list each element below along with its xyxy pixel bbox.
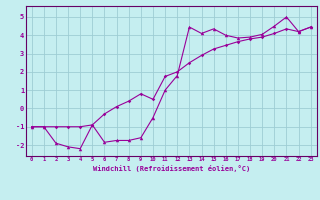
X-axis label: Windchill (Refroidissement éolien,°C): Windchill (Refroidissement éolien,°C) xyxy=(92,165,250,172)
